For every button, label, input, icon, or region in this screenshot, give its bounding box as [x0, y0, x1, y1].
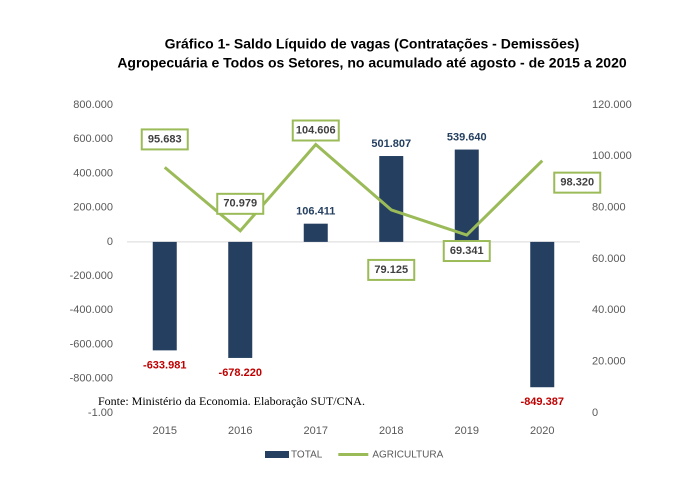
legend-swatch — [265, 451, 289, 458]
y2-tick-label: 60.000 — [592, 253, 626, 265]
line-series — [163, 142, 544, 237]
bar-value-label: -633.981 — [143, 359, 186, 371]
line-value-label: 95.683 — [148, 133, 182, 145]
chart-title: Gráfico 1- Saldo Líquido de vagas (Contr… — [165, 36, 580, 52]
x-tick-label: 2019 — [455, 425, 479, 437]
line-value-label: 69.341 — [450, 245, 484, 257]
y2-tick-label: 100.000 — [592, 150, 632, 162]
y-tick-label: 600.000 — [73, 133, 113, 145]
line-label-box — [442, 240, 491, 263]
y-tick-label: -800.000 — [70, 373, 113, 385]
bar — [530, 241, 555, 388]
bar — [228, 241, 253, 358]
y2-tick-label: 40.000 — [592, 304, 626, 316]
x-tick-label: 2015 — [153, 425, 177, 437]
x-tick-label: 2016 — [228, 425, 252, 437]
line-label-box — [291, 119, 340, 142]
bar-value-label: -678.220 — [219, 367, 262, 379]
line-label-box — [367, 258, 416, 281]
bar-value-label: 106.411 — [296, 206, 335, 218]
bar — [152, 241, 177, 351]
line-label-box — [216, 192, 265, 215]
legend-label: TOTAL — [291, 450, 323, 461]
source-note: Fonte: Ministério da Economia. Elaboraçã… — [98, 394, 365, 408]
line-value-label: 104.606 — [296, 124, 336, 136]
y-tick-label: -400.000 — [70, 304, 113, 316]
line-value-label: 70.979 — [223, 198, 257, 210]
line-label-box — [140, 128, 189, 151]
y2-tick-label: 80.000 — [592, 202, 626, 214]
bar-value-label: 539.640 — [447, 131, 487, 143]
line-label-box — [553, 171, 602, 194]
bar — [379, 156, 404, 242]
y2-tick-label: 120.000 — [592, 99, 632, 111]
bar-value-label: -849.387 — [521, 396, 564, 408]
y-tick-label: 0 — [107, 236, 113, 248]
x-tick-label: 2018 — [379, 425, 403, 437]
x-tick-label: 2020 — [530, 425, 554, 437]
y-tick-label: 800.000 — [73, 99, 113, 111]
y-tick-label: -1.00 — [88, 407, 113, 419]
y2-tick-label: 20.000 — [592, 356, 626, 368]
line-value-label: 98.320 — [560, 177, 594, 189]
y-tick-label: 200.000 — [73, 202, 113, 214]
bar-value-label: 501.807 — [371, 138, 411, 150]
bar — [303, 223, 328, 242]
x-tick-label: 2017 — [304, 425, 328, 437]
legend-label: AGRICULTURA — [372, 450, 443, 461]
y-tick-label: -200.000 — [70, 270, 113, 282]
y-tick-label: 400.000 — [73, 167, 113, 179]
chart-subtitle: Agropecuária e Todos os Setores, no acum… — [117, 55, 627, 71]
y2-tick-label: 0 — [592, 407, 598, 419]
line-value-label: 79.125 — [374, 264, 408, 276]
y-tick-label: -600.000 — [70, 338, 113, 350]
